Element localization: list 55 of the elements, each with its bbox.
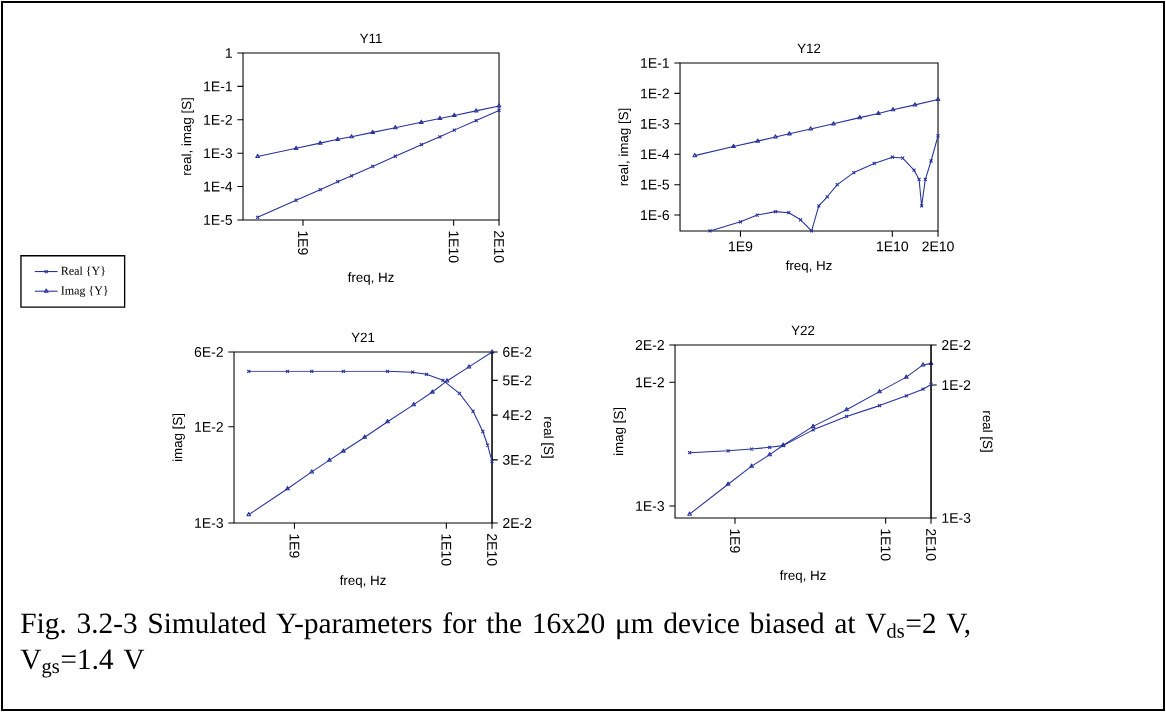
x-tick-label: 2E10 bbox=[922, 241, 954, 252]
x-tick-label: 1E9 bbox=[298, 231, 308, 255]
text: Fig. 3.2-3 Simulated Y-parameters for the 16x20 μm device biased at V$_{ds}$=2 V, V$_{gs}$=1.4 V bbox=[20, 612, 970, 678]
x-axis-title: freq, Hz bbox=[785, 260, 832, 273]
y-axis-title: real, imag [S] bbox=[181, 98, 194, 175]
y-tick-label: 1E-4 bbox=[204, 181, 233, 192]
y-tick-label: 6E-2 bbox=[194, 347, 223, 357]
x-tick-label: 1E10 bbox=[877, 241, 909, 252]
x-axis-title: freq, Hz bbox=[779, 570, 826, 583]
chart-title: Y22 bbox=[791, 325, 815, 335]
legend-label: Imag {Y} bbox=[61, 286, 108, 297]
legend-label: Real {Y} bbox=[61, 266, 105, 277]
y-axis-title: real, imag [S] bbox=[618, 108, 631, 186]
y-tick-label: 1E-2 bbox=[195, 421, 223, 432]
y-tick-label: 1E-2 bbox=[942, 380, 971, 390]
y-axis-title: real [S] bbox=[541, 417, 554, 458]
y-tick-label: 2E-2 bbox=[635, 340, 664, 350]
y-tick-label: 1E-3 bbox=[636, 501, 665, 511]
chart-title: Y12 bbox=[797, 43, 821, 53]
y-tick-label: 1E-1 bbox=[204, 81, 232, 92]
y-tick-label: 1E-2 bbox=[641, 88, 669, 99]
y-tick-label: 1E-3 bbox=[942, 513, 971, 523]
y-tick-label: 2E-2 bbox=[942, 340, 971, 350]
x-tick-label: 1E10 bbox=[880, 529, 891, 561]
y-tick-label: 1E-5 bbox=[641, 179, 670, 190]
chart-title: Y21 bbox=[351, 332, 375, 342]
y-tick-label: 4E-2 bbox=[502, 410, 532, 420]
y-axis-title: imag [S] bbox=[172, 413, 185, 462]
x-tick-label: 1E9 bbox=[730, 529, 740, 553]
y-tick-label: 1E-6 bbox=[641, 210, 670, 221]
x-axis-title: freq, Hz bbox=[339, 575, 386, 588]
y-axis-title: real [S] bbox=[980, 411, 993, 452]
y-tick-label: 6E-2 bbox=[503, 347, 532, 357]
x-tick-label: 1E10 bbox=[448, 231, 459, 263]
x-tick-label: 1E9 bbox=[289, 534, 300, 558]
x-tick-label: 2E10 bbox=[487, 534, 497, 566]
y-tick-label: 1E-2 bbox=[636, 377, 664, 388]
y-tick-label: 1E-3 bbox=[641, 118, 670, 129]
y-tick-label: 5E-2 bbox=[502, 375, 532, 386]
chart-title: Y11 bbox=[359, 33, 382, 43]
y-tick-label: 1E-1 bbox=[641, 58, 669, 68]
y-tick-label: 1E-3 bbox=[204, 148, 233, 159]
y-tick-label: 3E-2 bbox=[502, 454, 532, 465]
y-tick-label: 2E-2 bbox=[503, 518, 532, 528]
y-tick-label: 1E-2 bbox=[204, 114, 232, 125]
x-tick-label: 1E10 bbox=[441, 534, 452, 566]
x-tick-label: 1E9 bbox=[729, 241, 753, 252]
x-axis-title: freq, Hz bbox=[347, 272, 394, 285]
y-tick-label: 1E-3 bbox=[195, 518, 224, 528]
y-tick-label: 1E-4 bbox=[641, 149, 670, 160]
y-tick-label: 1E-5 bbox=[204, 215, 233, 225]
y-axis-title: imag [S] bbox=[613, 408, 626, 456]
y-tick-label: 1 bbox=[225, 48, 232, 58]
x-tick-label: 2E10 bbox=[926, 529, 936, 561]
x-tick-label: 2E10 bbox=[494, 231, 504, 263]
